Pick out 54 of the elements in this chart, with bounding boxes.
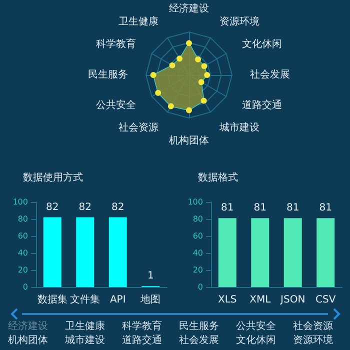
data-label: 81: [221, 202, 234, 214]
x-tick-label: 数据集: [37, 294, 68, 306]
spoke-label: 经济建设: [169, 2, 209, 14]
spoke-label: 文化休闲: [242, 38, 282, 50]
x-tick-label: API: [110, 294, 126, 306]
x-tick-label: XML: [250, 294, 272, 306]
y-tick-label: 60: [18, 232, 28, 240]
y-tick-label: 60: [192, 232, 203, 240]
text: 经济建设: [8, 320, 48, 333]
y-tick-label: 80: [192, 214, 203, 224]
text: 公共安全: [236, 320, 276, 333]
x-tick-label: 文件集: [70, 294, 100, 306]
x-tick-label: XLS: [218, 294, 237, 306]
spoke-label: 科学教育: [96, 38, 136, 50]
spoke-label: 民生服务: [88, 68, 128, 80]
data-label: 81: [286, 202, 300, 214]
data-label: 81: [254, 202, 266, 214]
spoke-label: 卫生健康: [118, 16, 158, 28]
text: 机构团体: [8, 334, 48, 347]
text: 城市建设: [65, 334, 105, 347]
text: 社会发展: [179, 334, 219, 347]
text: 科学教育: [122, 320, 162, 333]
data-label: 82: [112, 202, 124, 213]
y-tick-label: 40: [192, 248, 203, 258]
spoke-label: 社会资源: [118, 121, 158, 134]
data-label: 81: [319, 202, 332, 214]
y-tick-label: 0: [22, 282, 28, 292]
chart-title: 数据使用方式: [23, 172, 83, 184]
spoke-label: 社会发展: [250, 68, 290, 80]
x-tick-label: JSON: [280, 294, 306, 306]
x-tick-label: 地图: [140, 294, 161, 306]
y-tick-label: 20: [18, 266, 28, 274]
text: 资源环境: [293, 334, 333, 347]
spoke-label: 资源环境: [220, 16, 260, 28]
spoke-label: 机构团体: [169, 134, 209, 146]
spoke-label: 道路交通: [242, 99, 282, 111]
y-tick-label: 40: [18, 248, 28, 258]
spoke-label: 公共安全: [96, 99, 136, 111]
text: 卫生健康: [65, 320, 105, 333]
text: 民生服务: [179, 320, 219, 333]
x-tick-label: CSV: [316, 294, 336, 306]
data-label: 82: [46, 202, 59, 213]
text: 道路交通: [122, 334, 162, 347]
y-tick-label: 0: [198, 282, 203, 292]
spoke-label: 城市建设: [218, 121, 260, 134]
y-tick-label: 80: [18, 214, 28, 224]
y-tick-label: 100: [188, 198, 203, 206]
y-tick-label: 100: [12, 198, 28, 206]
y-tick-label: 20: [192, 266, 203, 274]
text: 社会资源: [293, 320, 333, 333]
data-label: 1: [147, 270, 154, 282]
data-label: 82: [78, 202, 92, 213]
text: 文化休闲: [236, 334, 276, 347]
chart-title: 数据格式: [198, 172, 238, 184]
